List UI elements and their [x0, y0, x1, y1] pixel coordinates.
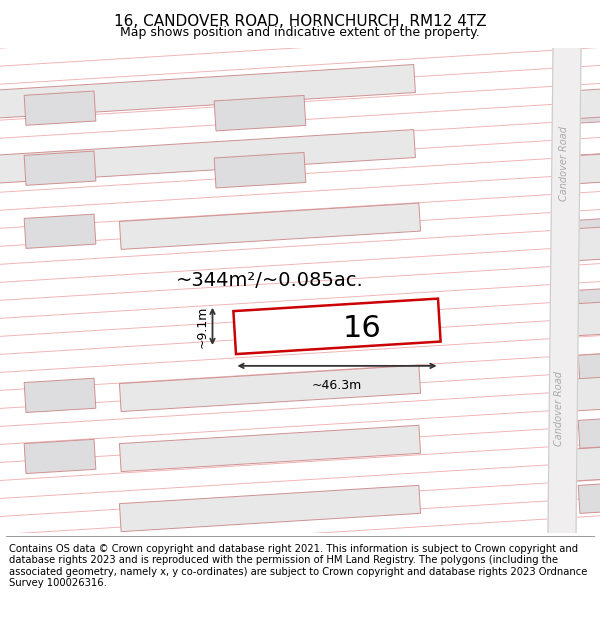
Text: ~344m²/~0.085ac.: ~344m²/~0.085ac.	[176, 271, 364, 290]
Bar	[24, 378, 96, 412]
Text: 16: 16	[343, 314, 382, 343]
Bar	[572, 301, 600, 336]
Bar	[119, 365, 421, 411]
Bar	[578, 288, 600, 318]
Text: 16, CANDOVER ROAD, HORNCHURCH, RM12 4TZ: 16, CANDOVER ROAD, HORNCHURCH, RM12 4TZ	[113, 14, 487, 29]
Bar	[24, 151, 96, 186]
Bar	[119, 203, 421, 249]
Bar	[119, 486, 421, 532]
Text: Map shows position and indicative extent of the property.: Map shows position and indicative extent…	[120, 26, 480, 39]
Bar	[24, 91, 96, 125]
Text: Contains OS data © Crown copyright and database right 2021. This information is : Contains OS data © Crown copyright and d…	[9, 544, 587, 588]
Polygon shape	[548, 48, 581, 532]
Text: ~9.1m: ~9.1m	[196, 305, 209, 348]
Bar	[578, 218, 600, 248]
Bar	[572, 152, 600, 184]
Text: Candover Road: Candover Road	[554, 371, 564, 446]
Bar	[24, 214, 96, 248]
Bar	[119, 425, 421, 472]
Bar	[578, 419, 600, 448]
Bar	[24, 439, 96, 474]
Bar	[214, 152, 306, 188]
Text: ~46.3m: ~46.3m	[312, 379, 362, 392]
Bar	[572, 376, 600, 411]
Bar	[578, 93, 600, 123]
Bar	[233, 299, 440, 354]
Bar	[572, 88, 600, 119]
Bar	[0, 129, 415, 187]
Bar	[578, 354, 600, 383]
Bar	[572, 446, 600, 481]
Bar	[578, 153, 600, 183]
Bar	[0, 64, 415, 122]
Bar	[214, 96, 306, 131]
Text: Candover Road: Candover Road	[559, 126, 569, 201]
Bar	[578, 484, 600, 513]
Bar	[572, 226, 600, 261]
